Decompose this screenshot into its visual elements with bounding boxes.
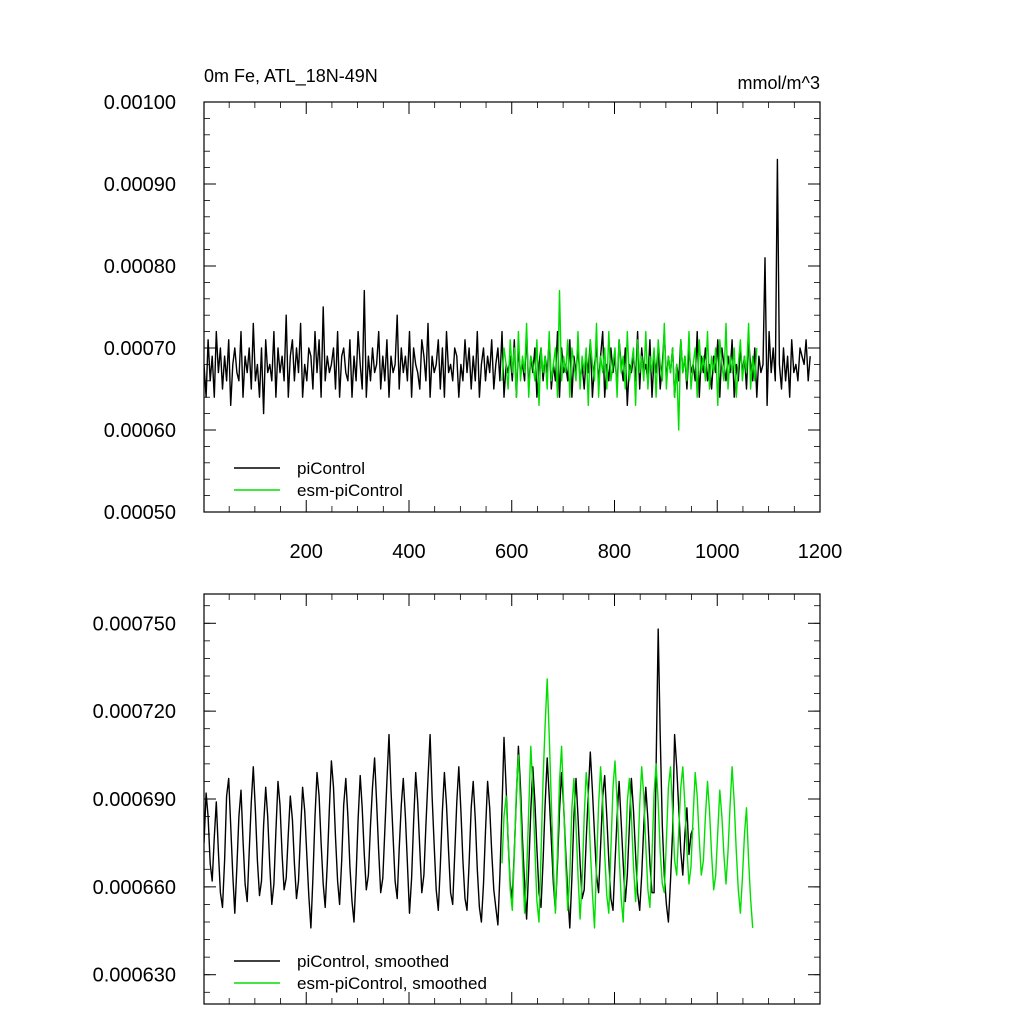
- legend-label-esm-picontrol-smoothed: esm-piControl, smoothed: [297, 974, 487, 993]
- plot-frame: [203, 593, 821, 1005]
- plot-frame: [203, 101, 821, 513]
- x-tick-label: 600: [495, 541, 528, 563]
- legend-label-esm-picontrol: esm-piControl: [297, 481, 403, 500]
- y-tick-label: 0.00070: [104, 338, 176, 360]
- series-line-picontrol-smoothed: [204, 628, 694, 929]
- axis-ticks: 0.000630 0.000660 0.000690 0.000720 0.000750: [93, 594, 821, 1004]
- y-tick-label: 0.000720: [93, 701, 176, 723]
- y-tick-label: 0.000690: [93, 789, 176, 811]
- series-line-esm-picontrol: [501, 289, 758, 431]
- y-tick-label: 0.00060: [104, 420, 176, 442]
- plot-area: [204, 628, 754, 929]
- series-line-esm-picontrol-smoothed: [501, 678, 754, 929]
- y-tick-label: 0.000660: [93, 877, 176, 899]
- x-tick-label: 400: [392, 541, 425, 563]
- legend: piControl, smoothed esm-piControl, smoot…: [234, 952, 487, 993]
- y-tick-label: 0.000630: [93, 965, 176, 987]
- bottom-panel: 0.000630 0.000660 0.000690 0.000720 0.000750…: [93, 593, 821, 1005]
- x-tick-label: 1200: [798, 541, 843, 563]
- plot-area: [204, 158, 811, 431]
- x-tick-label: 200: [290, 541, 323, 563]
- axis-ticks: 0.00050 0.00060 0.00070 0.00080 0.00090 0.001…: [104, 92, 843, 563]
- legend-label-picontrol-smoothed: piControl, smoothed: [297, 952, 449, 971]
- top-panel: 0m Fe, ATL_18N-49N mmol/m^3 0.000500.000…: [104, 66, 843, 563]
- y-tick-label: 0.00080: [104, 256, 176, 278]
- chart-title: 0m Fe, ATL_18N-49N: [204, 66, 378, 87]
- x-tick-label: 1000: [695, 541, 740, 563]
- legend: piControl esm-piControl: [234, 459, 403, 500]
- y-tick-label: 0.00100: [104, 92, 176, 114]
- y-tick-label: 0.00090: [104, 174, 176, 196]
- y-tick-label: 0.000750: [93, 613, 176, 635]
- legend-label-picontrol: piControl: [297, 459, 365, 478]
- units-label: mmol/m^3: [738, 73, 820, 93]
- y-tick-label: 0.00050: [104, 502, 176, 524]
- x-tick-label: 800: [598, 541, 631, 563]
